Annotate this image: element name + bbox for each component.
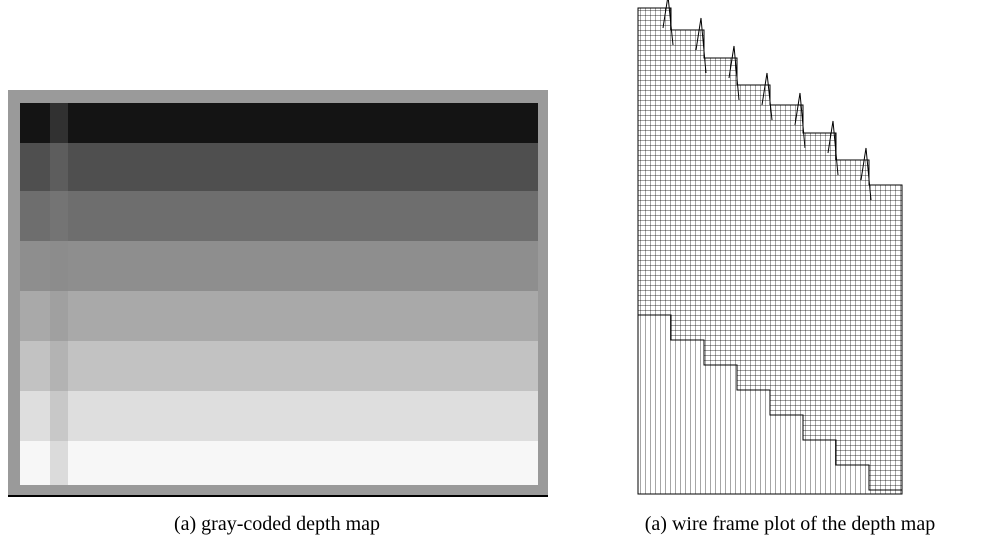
map-band [20,441,538,485]
caption: (a) gray-coded depth map [174,513,380,535]
map-band [20,143,538,191]
wire-spike [827,120,839,176]
map-band [20,391,538,441]
map-stripe [50,103,68,485]
map-band [20,191,538,241]
map-band [20,103,538,143]
map-band [20,291,538,341]
wire-spike [728,45,740,101]
depth-map [8,90,548,497]
wire-spike [794,92,806,149]
wire-spike [860,147,872,201]
wire-spike [662,0,674,46]
wire-spike [695,17,707,74]
caption: (a) wire frame plot of the depth map [645,513,935,535]
map-band [20,341,538,391]
wire-skirt [637,314,903,495]
wireframe-plot [637,0,903,495]
map-band [20,241,538,291]
wire-spike [761,72,773,121]
